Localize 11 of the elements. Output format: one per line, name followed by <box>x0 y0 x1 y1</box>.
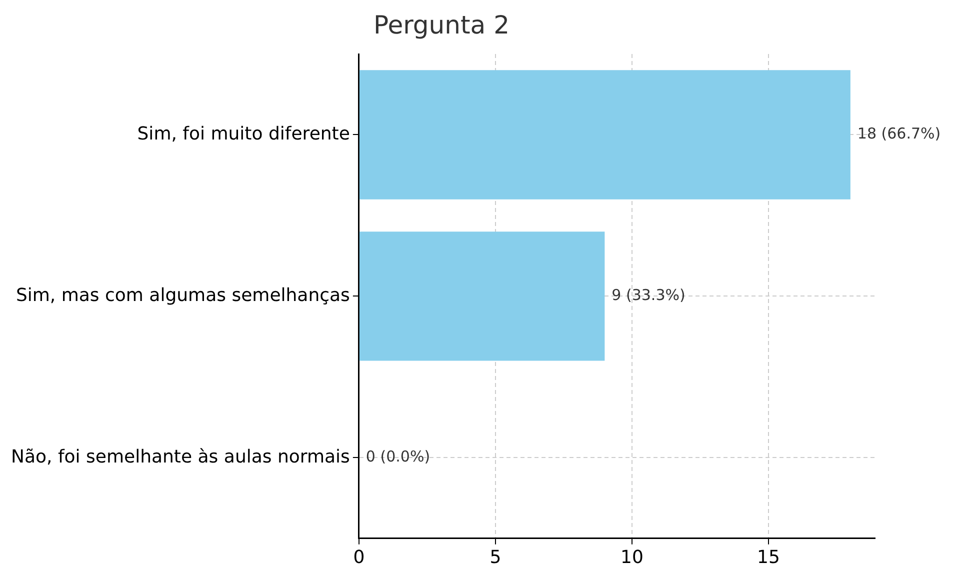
x-tick-label: 15 <box>757 546 780 568</box>
data-label: 9 (33.3%) <box>612 286 686 304</box>
chart-title: Pergunta 2 <box>374 10 510 40</box>
y-tick-label: Sim, mas com algumas semelhanças <box>16 284 350 306</box>
y-tick-label: Não, foi semelhante às aulas normais <box>10 446 350 468</box>
x-tick-label: 5 <box>490 546 502 568</box>
x-tick-label: 0 <box>353 546 365 568</box>
data-label: 18 (66.7%) <box>857 124 941 143</box>
y-tick-label: Sim, foi muito diferente <box>137 123 350 144</box>
x-tick-label: 10 <box>620 546 644 568</box>
data-label: 0 (0.0%) <box>366 448 430 466</box>
